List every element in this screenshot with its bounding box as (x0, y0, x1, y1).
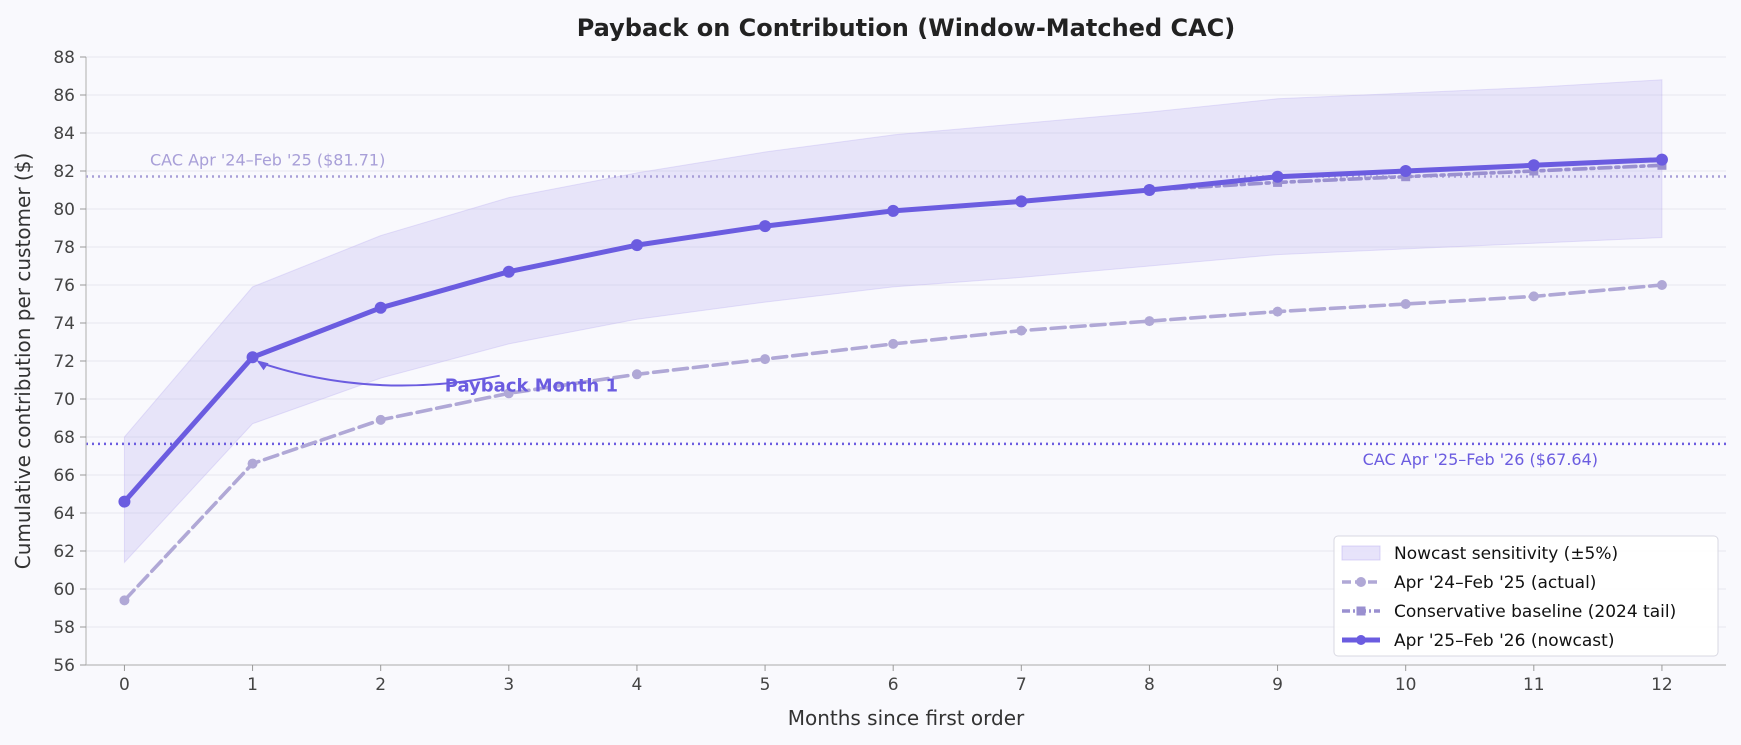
data-point (1527, 159, 1540, 172)
legend-label: Apr '24–Feb '25 (actual) (1394, 573, 1596, 593)
y-tick-label: 84 (53, 124, 75, 144)
data-point (630, 239, 643, 252)
legend: Nowcast sensitivity (±5%) Apr '24–Feb '25… (1333, 535, 1719, 657)
band-layer (123, 79, 1663, 564)
data-point (1016, 325, 1027, 336)
annotation-layer: Payback Month 1 (256, 360, 618, 397)
x-tick-label: 3 (503, 675, 514, 695)
data-point (119, 595, 130, 606)
x-tick-label: 9 (1272, 675, 1283, 695)
data-point (1655, 153, 1668, 166)
legend-swatch (1341, 545, 1381, 561)
data-point (1015, 195, 1028, 208)
series-layer (118, 153, 1668, 606)
cac-reference-label: CAC Apr '25–Feb '26 ($67.64) (1363, 450, 1598, 469)
sensitivity-band (123, 79, 1663, 564)
data-point (503, 388, 514, 399)
legend-label: Apr '25–Feb '26 (nowcast) (1394, 631, 1614, 651)
grid (86, 56, 1726, 666)
y-tick-label: 60 (53, 580, 75, 600)
legend-label: Conservative baseline (2024 tail) (1394, 602, 1676, 622)
y-tick-label: 62 (53, 542, 75, 562)
legend-marker (1356, 577, 1366, 587)
y-axis-title: Cumulative contribution per customer ($) (11, 153, 35, 570)
chart-title: Payback on Contribution (Window-Matched … (577, 14, 1236, 42)
cac-reference-label: CAC Apr '24–Feb '25 ($81.71) (150, 151, 385, 170)
y-tick-label: 68 (53, 428, 75, 448)
data-point (118, 495, 131, 508)
data-point (1399, 165, 1412, 177)
x-tick-label: 4 (632, 675, 643, 695)
y-tick-label: 76 (53, 276, 75, 296)
legend-box (1333, 535, 1719, 657)
legend-marker (1356, 635, 1366, 645)
x-tick-label: 11 (1523, 675, 1545, 695)
y-tick-label: 66 (53, 466, 75, 486)
annotation-arrowhead (256, 360, 269, 371)
data-point (1400, 299, 1411, 309)
y-tick-label: 56 (53, 656, 75, 676)
x-tick-label: 2 (375, 675, 386, 695)
annotation-arrow (258, 361, 500, 387)
data-point (1143, 184, 1156, 196)
y-tick-label: 80 (53, 200, 75, 220)
x-tick-label: 1 (247, 675, 258, 695)
legend-label: Nowcast sensitivity (±5%) (1394, 544, 1618, 564)
data-point (1528, 291, 1539, 302)
x-tick-label: 7 (1016, 675, 1027, 695)
x-tick-label: 10 (1395, 675, 1417, 695)
y-tick-label: 64 (53, 504, 75, 524)
reference-lines: CAC Apr '24–Feb '25 ($81.71) CAC Apr '25–… (86, 151, 1726, 469)
data-point (759, 220, 772, 233)
y-tick-label: 86 (53, 86, 75, 106)
x-tick-label: 5 (760, 675, 771, 695)
data-point (374, 301, 387, 314)
data-point (888, 338, 899, 349)
annotation-label: Payback Month 1 (445, 376, 618, 397)
data-point (502, 265, 515, 278)
data-point (631, 369, 642, 380)
y-tick-label: 74 (53, 314, 75, 334)
data-point (1271, 170, 1284, 183)
data-point (375, 414, 386, 425)
data-point (887, 204, 900, 217)
data-point (247, 458, 258, 469)
data-point (246, 351, 259, 364)
x-tick-label: 0 (119, 675, 130, 695)
y-tick-label: 58 (53, 618, 75, 638)
x-tick-label: 6 (888, 675, 899, 695)
y-tick-label: 88 (53, 48, 75, 68)
y-tick-label: 78 (53, 238, 75, 258)
data-point (1144, 316, 1155, 327)
x-axis-title: Months since first order (788, 706, 1025, 730)
y-tick-label: 82 (53, 162, 75, 182)
data-point (1656, 280, 1667, 290)
data-point (760, 354, 771, 365)
x-tick-label: 12 (1651, 675, 1673, 695)
y-tick-label: 70 (53, 390, 75, 410)
y-tick-label: 72 (53, 352, 75, 372)
data-point (1272, 306, 1283, 317)
x-tick-label: 8 (1144, 675, 1155, 695)
legend-marker (1356, 606, 1366, 616)
